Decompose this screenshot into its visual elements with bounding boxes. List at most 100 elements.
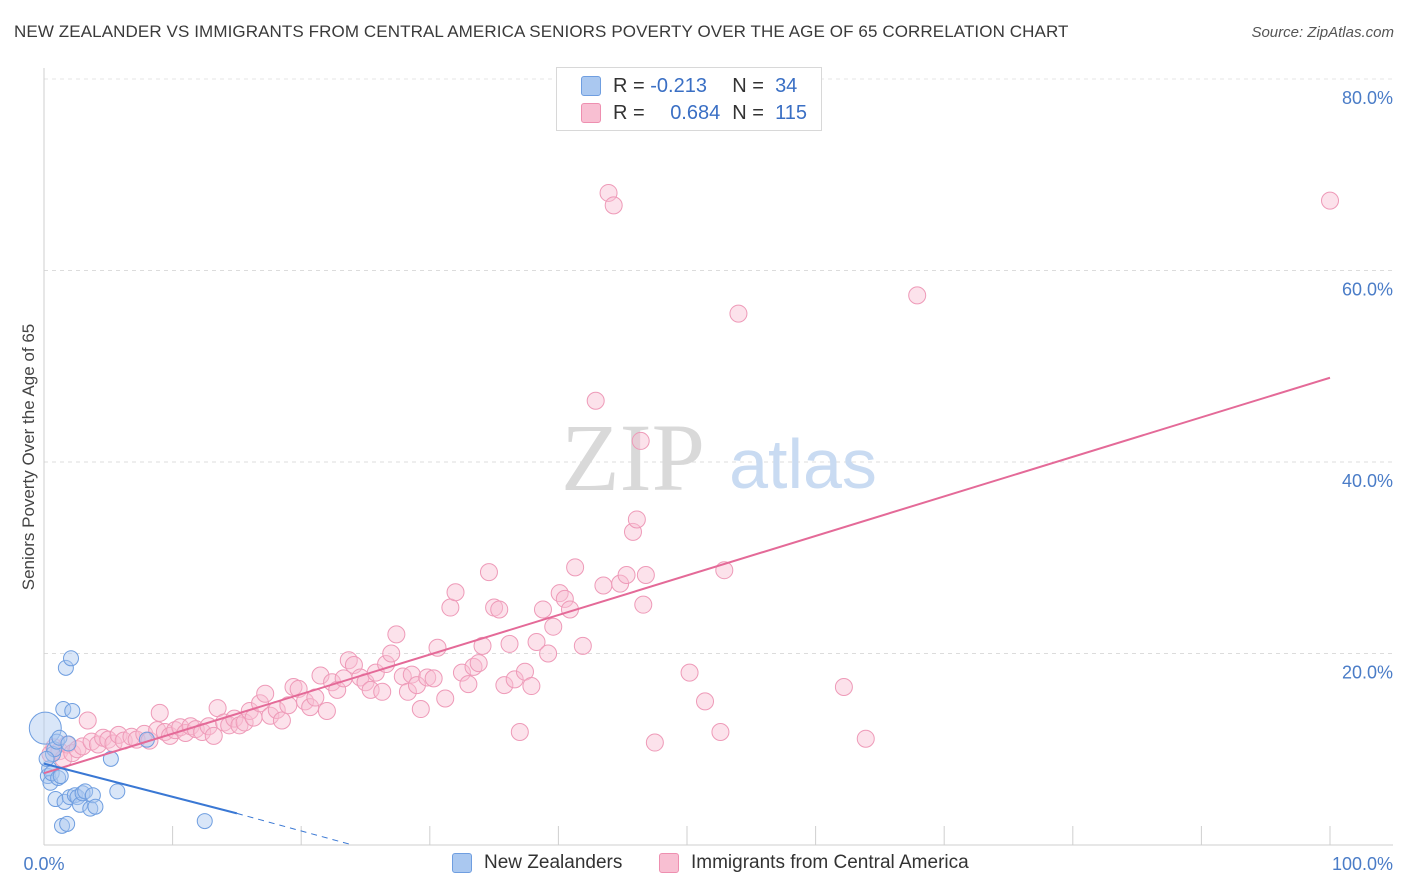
point-central-america [550, 584, 569, 603]
point-central-america [522, 677, 541, 696]
source-credit: Source: ZipAtlas.com [1251, 24, 1394, 41]
point-central-america [256, 684, 275, 703]
point-central-america [373, 682, 392, 701]
legend-r-label: R = [613, 74, 645, 97]
trend-lines [43, 376, 1331, 846]
point-central-america [382, 644, 401, 663]
point-central-america [402, 665, 421, 684]
trend-line-central-america [43, 376, 1331, 775]
trend-line-new-zealanders [43, 762, 238, 815]
point-central-america [696, 692, 715, 711]
point-central-america [505, 670, 524, 689]
point-central-america [636, 565, 655, 584]
legend-n-value: 34 [775, 74, 798, 97]
point-central-america [469, 654, 488, 673]
legend-swatch-pink [659, 853, 679, 873]
point-central-america [424, 669, 443, 688]
point-central-america [604, 196, 623, 215]
point-central-america [729, 304, 748, 323]
point-new-zealanders [50, 769, 67, 786]
point-central-america [555, 589, 574, 608]
point-new-zealanders [196, 813, 213, 830]
watermark: ZIP atlas [561, 404, 877, 511]
point-new-zealanders [77, 783, 94, 800]
point-new-zealanders [47, 791, 64, 808]
watermark-atlas: atlas [729, 425, 877, 503]
point-central-america [594, 576, 613, 595]
correlation-legend: R = -0.213 N = 34 R = 0.684 N = 115 [556, 67, 822, 131]
point-central-america [634, 595, 653, 614]
tick-labels: 20.0% 40.0% 60.0% 80.0% 0.0% 100.0% [23, 88, 1393, 874]
point-central-america [204, 726, 223, 745]
y-tick-label: 80.0% [1342, 88, 1393, 108]
point-central-america [908, 286, 927, 305]
legend-n-label: N = [732, 101, 764, 124]
point-new-zealanders [57, 659, 74, 676]
legend-r-value: 0.684 [670, 101, 721, 124]
point-new-zealanders [28, 711, 62, 745]
point-central-america [452, 663, 471, 682]
trend-extension-new-zealanders [236, 812, 353, 846]
point-new-zealanders [64, 702, 81, 719]
series-legend: New Zealanders Immigrants from Central A… [0, 852, 1406, 878]
series-new-zealanders [28, 650, 213, 834]
legend-label: Immigrants from Central America [691, 852, 969, 873]
point-central-america [645, 733, 664, 752]
point-central-america [68, 740, 87, 759]
y-tick-label: 60.0% [1342, 280, 1393, 300]
point-central-america [418, 668, 437, 687]
point-central-america [311, 666, 330, 685]
point-central-america [150, 703, 169, 722]
x-tick-label: 100.0% [1332, 854, 1393, 874]
point-central-america [235, 713, 254, 732]
point-central-america [428, 638, 447, 657]
point-new-zealanders [38, 750, 55, 767]
point-new-zealanders [87, 798, 104, 815]
point-central-america [834, 678, 853, 697]
point-new-zealanders [59, 815, 76, 832]
chart-title: NEW ZEALANDER VS IMMIGRANTS FROM CENTRAL… [14, 22, 1069, 41]
legend-r-label: R = [613, 101, 645, 124]
point-central-america [328, 680, 347, 699]
legend-row-central-america: R = 0.684 N = 115 [581, 100, 807, 126]
legend-row-new-zealanders: R = -0.213 N = 34 [581, 73, 797, 99]
point-central-america [680, 663, 699, 682]
point-central-america [436, 689, 455, 708]
watermark-zip: ZIP [561, 404, 705, 511]
point-central-america [1321, 191, 1339, 210]
axes [43, 68, 1393, 846]
y-tick-label: 40.0% [1342, 471, 1393, 491]
point-central-america [573, 636, 592, 655]
y-axis-label: Seniors Poverty Over the Age of 65 [19, 324, 38, 590]
point-new-zealanders [102, 750, 119, 767]
legend-swatch-pink [581, 103, 601, 123]
point-central-america [711, 723, 730, 742]
point-central-america [398, 682, 417, 701]
point-central-america [272, 711, 291, 730]
point-central-america [73, 737, 92, 756]
point-central-america [279, 696, 298, 715]
point-central-america [411, 700, 430, 719]
point-central-america [631, 431, 650, 450]
point-central-america [387, 625, 406, 644]
x-tick-label: 0.0% [23, 854, 64, 874]
point-central-america [586, 391, 605, 410]
point-central-america [856, 729, 875, 748]
legend-n-label: N = [732, 74, 764, 97]
point-central-america [510, 723, 529, 742]
legend-item-central-america: Immigrants from Central America [659, 852, 969, 874]
point-central-america [539, 644, 558, 663]
point-central-america [627, 510, 646, 529]
point-central-america [361, 680, 380, 699]
legend-swatch-blue [581, 76, 601, 96]
point-central-america [479, 563, 498, 582]
point-central-america [339, 651, 358, 670]
legend-n-value: 115 [775, 101, 807, 124]
point-new-zealanders [74, 785, 91, 802]
point-central-america [617, 565, 636, 584]
point-central-america [500, 634, 519, 653]
point-new-zealanders [60, 735, 77, 752]
point-central-america [527, 633, 546, 652]
point-new-zealanders [109, 783, 126, 800]
